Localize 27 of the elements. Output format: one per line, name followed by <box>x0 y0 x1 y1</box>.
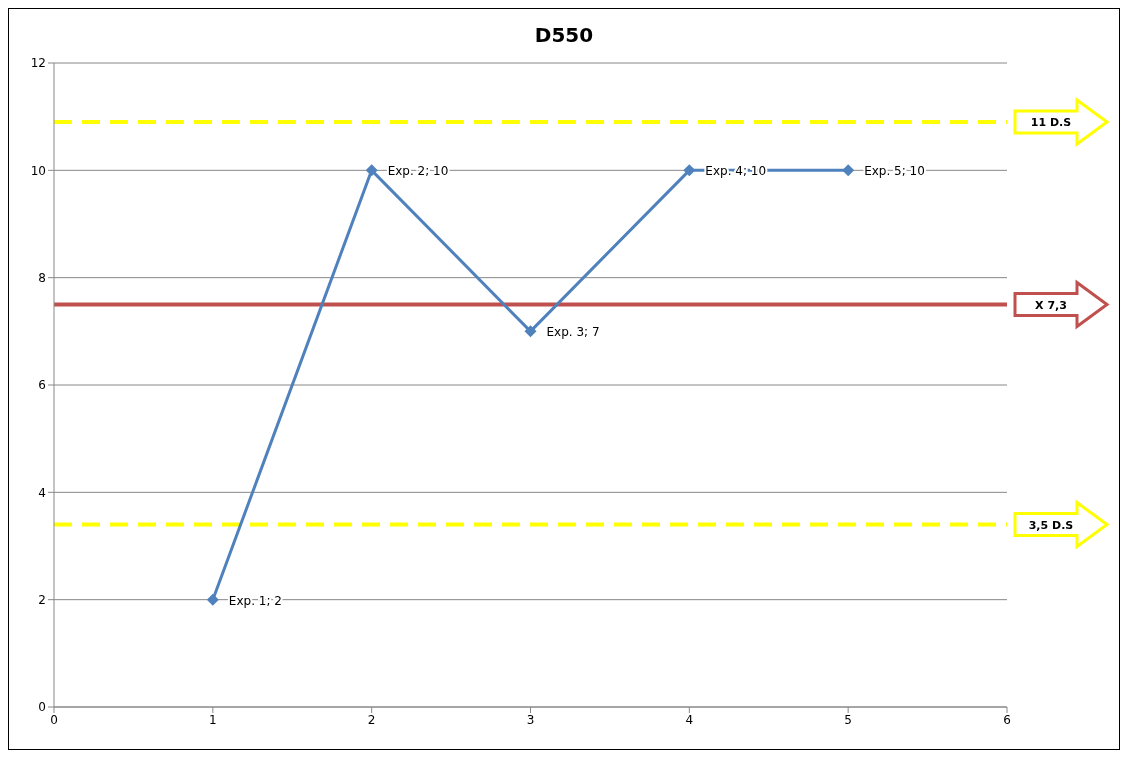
point <box>842 164 855 177</box>
point <box>524 325 537 338</box>
y-tick-label: 2 <box>38 592 46 607</box>
x-tick-label: 6 <box>1003 712 1011 727</box>
x-tick-label: 4 <box>685 712 694 727</box>
point <box>365 164 378 177</box>
y-tick-label: 10 <box>30 163 46 178</box>
data-label: Exp. 1; 2 <box>228 593 282 608</box>
x-tick-label: 5 <box>844 712 852 727</box>
data-label: Exp. 3; 7 <box>546 325 600 340</box>
data-label: Exp. 5; 10 <box>864 164 925 179</box>
ref-line-label: X 7,3 <box>1035 298 1067 312</box>
point <box>206 593 219 606</box>
x-tick-label: 2 <box>367 712 376 727</box>
x-tick-label: 3 <box>526 712 535 727</box>
y-tick-label: 4 <box>38 485 46 500</box>
x-tick-label: 1 <box>209 712 217 727</box>
ref-line-label: 3,5 D.S <box>1028 518 1074 532</box>
point <box>683 164 696 177</box>
chart-title: D550 <box>533 22 595 49</box>
y-tick-label: 12 <box>30 56 46 71</box>
y-tick-label: 6 <box>38 378 46 393</box>
y-tick-label: 8 <box>38 270 46 285</box>
ref-line-label: 11 D.S <box>1030 116 1072 130</box>
data-label: Exp. 2; 10 <box>387 164 449 179</box>
x-tick-label: 0 <box>50 712 58 727</box>
y-tick-label: 0 <box>38 700 46 715</box>
